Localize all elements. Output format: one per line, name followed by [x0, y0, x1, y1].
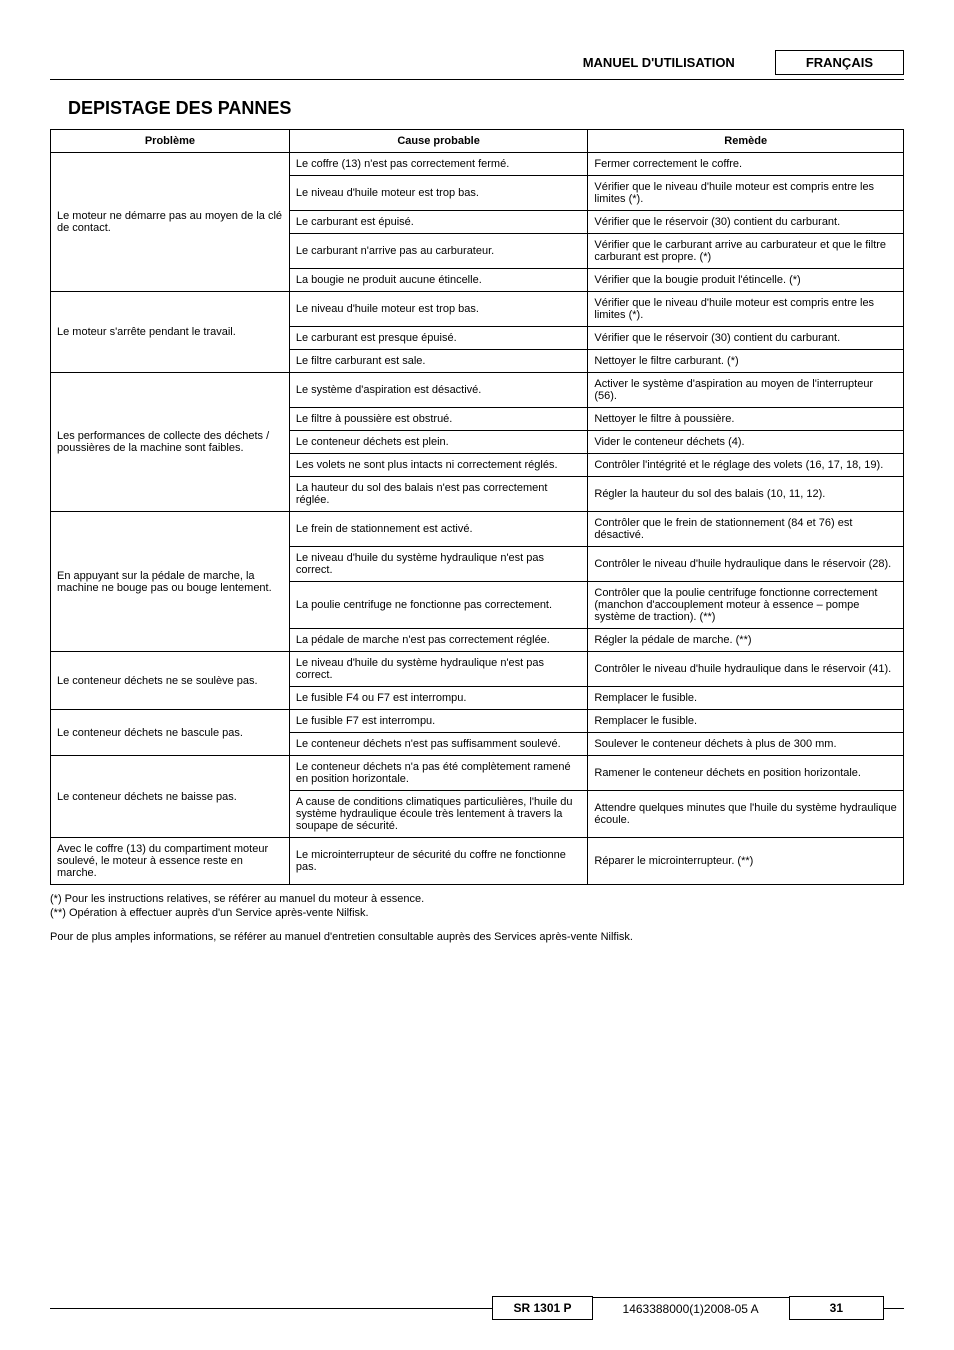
cell-problem: Le moteur ne démarre pas au moyen de la … — [51, 153, 290, 292]
cell-cause: Le carburant est presque épuisé. — [289, 327, 588, 350]
manual-label: MANUEL D'UTILISATION — [583, 55, 735, 70]
cell-cause: Le conteneur déchets n'a pas été complèt… — [289, 756, 588, 791]
footnotes: (*) Pour les instructions relatives, se … — [50, 893, 904, 943]
cell-cause: Le frein de stationnement est activé. — [289, 512, 588, 547]
cell-cause: Le système d'aspiration est désactivé. — [289, 373, 588, 408]
cell-problem: Le conteneur déchets ne se soulève pas. — [51, 652, 290, 710]
cell-cause: La pédale de marche n'est pas correcteme… — [289, 629, 588, 652]
footnote-2: (**) Opération à effectuer auprès d'un S… — [50, 907, 904, 919]
cell-cause: Le fusible F4 ou F7 est interrompu. — [289, 687, 588, 710]
cell-remedy: Activer le système d'aspiration au moyen… — [588, 373, 904, 408]
cell-remedy: Vérifier que le niveau d'huile moteur es… — [588, 176, 904, 211]
cell-cause: Le filtre carburant est sale. — [289, 350, 588, 373]
cell-cause: La bougie ne produit aucune étincelle. — [289, 269, 588, 292]
table-row: En appuyant sur la pédale de marche, la … — [51, 512, 904, 547]
cell-remedy: Vérifier que le réservoir (30) contient … — [588, 211, 904, 234]
cell-cause: Les volets ne sont plus intacts ni corre… — [289, 454, 588, 477]
cell-cause: Le niveau d'huile du système hydraulique… — [289, 652, 588, 687]
cell-cause: Le filtre à poussière est obstrué. — [289, 408, 588, 431]
footnote-1: (*) Pour les instructions relatives, se … — [50, 893, 904, 905]
table-row: Les performances de collecte des déchets… — [51, 373, 904, 408]
cell-remedy: Fermer correctement le coffre. — [588, 153, 904, 176]
cell-remedy: Contrôler le niveau d'huile hydraulique … — [588, 652, 904, 687]
cell-problem: Le moteur s'arrête pendant le travail. — [51, 292, 290, 373]
th-problem: Problème — [51, 130, 290, 153]
cell-problem: Le conteneur déchets ne bascule pas. — [51, 710, 290, 756]
cell-remedy: Vider le conteneur déchets (4). — [588, 431, 904, 454]
cell-remedy: Ramener le conteneur déchets en position… — [588, 756, 904, 791]
table-row: Avec le coffre (13) du compartiment mote… — [51, 838, 904, 885]
cell-problem: Les performances de collecte des déchets… — [51, 373, 290, 512]
cell-remedy: Contrôler que la poulie centrifuge fonct… — [588, 582, 904, 629]
cell-cause: A cause de conditions climatiques partic… — [289, 791, 588, 838]
cell-remedy: Attendre quelques minutes que l'huile du… — [588, 791, 904, 838]
troubleshooting-table: Problème Cause probable Remède Le moteur… — [50, 129, 904, 885]
cell-problem: En appuyant sur la pédale de marche, la … — [51, 512, 290, 652]
cell-cause: Le microinterrupteur de sécurité du coff… — [289, 838, 588, 885]
cell-remedy: Vérifier que la bougie produit l'étincel… — [588, 269, 904, 292]
footnote-3: Pour de plus amples informations, se réf… — [50, 931, 904, 943]
cell-remedy: Remplacer le fusible. — [588, 710, 904, 733]
table-row: Le moteur s'arrête pendant le travail.Le… — [51, 292, 904, 327]
cell-cause: La hauteur du sol des balais n'est pas c… — [289, 477, 588, 512]
footer-model: SR 1301 P — [492, 1296, 592, 1320]
cell-problem: Le conteneur déchets ne baisse pas. — [51, 756, 290, 838]
cell-remedy: Remplacer le fusible. — [588, 687, 904, 710]
cell-remedy: Régler la hauteur du sol des balais (10,… — [588, 477, 904, 512]
cell-cause: Le niveau d'huile du système hydraulique… — [289, 547, 588, 582]
language-box: FRANÇAIS — [775, 50, 904, 75]
cell-remedy: Vérifier que le carburant arrive au carb… — [588, 234, 904, 269]
cell-remedy: Contrôler l'intégrité et le réglage des … — [588, 454, 904, 477]
cell-cause: Le conteneur déchets n'est pas suffisamm… — [289, 733, 588, 756]
footer-page: 31 — [789, 1296, 884, 1320]
cell-remedy: Vérifier que le réservoir (30) contient … — [588, 327, 904, 350]
cell-problem: Avec le coffre (13) du compartiment mote… — [51, 838, 290, 885]
cell-remedy: Réparer le microinterrupteur. (**) — [588, 838, 904, 885]
cell-cause: Le fusible F7 est interrompu. — [289, 710, 588, 733]
cell-cause: Le niveau d'huile moteur est trop bas. — [289, 176, 588, 211]
footer-doc: 1463388000(1)2008-05 A — [593, 1297, 789, 1320]
header-bar: MANUEL D'UTILISATION FRANÇAIS — [50, 50, 904, 80]
cell-remedy: Régler la pédale de marche. (**) — [588, 629, 904, 652]
cell-remedy: Nettoyer le filtre carburant. (*) — [588, 350, 904, 373]
th-cause: Cause probable — [289, 130, 588, 153]
cell-cause: Le niveau d'huile moteur est trop bas. — [289, 292, 588, 327]
cell-cause: Le conteneur déchets est plein. — [289, 431, 588, 454]
cell-cause: La poulie centrifuge ne fonctionne pas c… — [289, 582, 588, 629]
cell-remedy: Soulever le conteneur déchets à plus de … — [588, 733, 904, 756]
table-row: Le conteneur déchets ne bascule pas.Le f… — [51, 710, 904, 733]
cell-cause: Le coffre (13) n'est pas correctement fe… — [289, 153, 588, 176]
cell-remedy: Contrôler le niveau d'huile hydraulique … — [588, 547, 904, 582]
page-footer: SR 1301 P 1463388000(1)2008-05 A 31 — [50, 1296, 904, 1320]
table-row: Le moteur ne démarre pas au moyen de la … — [51, 153, 904, 176]
table-row: Le conteneur déchets ne baisse pas.Le co… — [51, 756, 904, 791]
section-title: DEPISTAGE DES PANNES — [68, 98, 904, 119]
cell-remedy: Vérifier que le niveau d'huile moteur es… — [588, 292, 904, 327]
cell-remedy: Contrôler que le frein de stationnement … — [588, 512, 904, 547]
cell-remedy: Nettoyer le filtre à poussière. — [588, 408, 904, 431]
cell-cause: Le carburant n'arrive pas au carburateur… — [289, 234, 588, 269]
cell-cause: Le carburant est épuisé. — [289, 211, 588, 234]
th-remedy: Remède — [588, 130, 904, 153]
table-row: Le conteneur déchets ne se soulève pas.L… — [51, 652, 904, 687]
